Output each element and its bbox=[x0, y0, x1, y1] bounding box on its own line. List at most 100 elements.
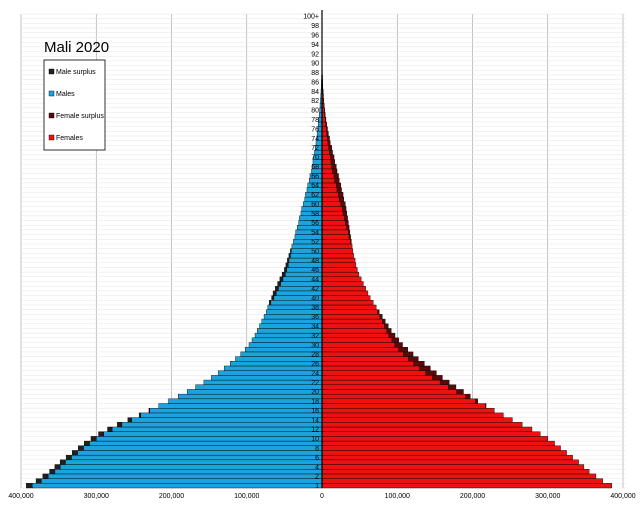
female-bar bbox=[321, 224, 348, 231]
female-surplus-bar bbox=[448, 384, 457, 390]
age-label: 34 bbox=[311, 323, 319, 330]
male-bar bbox=[111, 426, 323, 432]
age-label: 8 bbox=[315, 446, 319, 453]
female-bar bbox=[321, 201, 342, 207]
male-bar bbox=[83, 445, 323, 451]
female-surplus-bar bbox=[345, 220, 349, 226]
female-bar bbox=[321, 295, 371, 301]
female-surplus-bar bbox=[465, 393, 471, 400]
female-surplus-bar bbox=[377, 309, 380, 315]
female-bar bbox=[321, 234, 350, 240]
x-tick-label: 0 bbox=[320, 493, 324, 500]
female-surplus-bar bbox=[329, 149, 333, 155]
age-label: 78 bbox=[311, 117, 319, 124]
female-surplus-bar bbox=[425, 370, 437, 376]
legend-label: Females bbox=[56, 135, 83, 142]
age-label: 54 bbox=[311, 230, 319, 237]
male-bar bbox=[195, 384, 323, 390]
male-bar bbox=[96, 436, 323, 442]
female-surplus-bar bbox=[403, 351, 414, 357]
male-surplus-bar bbox=[127, 417, 132, 423]
male-surplus-bar bbox=[77, 445, 84, 451]
female-bar bbox=[321, 379, 441, 385]
age-label: 64 bbox=[311, 183, 319, 190]
female-bar bbox=[321, 361, 415, 367]
male-bar bbox=[54, 469, 323, 475]
female-bar bbox=[321, 370, 427, 376]
age-label: 14 bbox=[311, 417, 319, 424]
male-surplus-bar bbox=[281, 271, 286, 278]
male-surplus-bar bbox=[148, 408, 150, 414]
female-surplus-bar bbox=[439, 379, 450, 385]
female-surplus-bar bbox=[326, 126, 328, 132]
male-bar bbox=[178, 393, 323, 400]
male-bar bbox=[158, 403, 323, 409]
male-surplus-bar bbox=[138, 412, 141, 418]
female-surplus-bar bbox=[348, 234, 351, 240]
age-label: 30 bbox=[311, 342, 319, 349]
male-surplus-bar bbox=[90, 436, 97, 442]
female-bar bbox=[321, 159, 332, 165]
male-surplus-bar bbox=[290, 248, 292, 254]
male-bar bbox=[211, 375, 323, 381]
female-bar bbox=[321, 422, 523, 428]
age-label: 24 bbox=[311, 370, 319, 377]
female-bar bbox=[321, 173, 335, 179]
age-label: 60 bbox=[311, 201, 319, 208]
female-bar bbox=[321, 478, 603, 484]
male-bar bbox=[149, 408, 323, 414]
age-label: 62 bbox=[311, 192, 319, 199]
female-bar bbox=[321, 403, 486, 409]
male-bars bbox=[26, 13, 323, 489]
female-surplus-bar bbox=[419, 365, 431, 371]
age-label: 42 bbox=[311, 286, 319, 293]
female-bar bbox=[321, 145, 329, 151]
x-tick-label: 400,000 bbox=[8, 493, 33, 500]
female-surplus-bar bbox=[327, 140, 331, 146]
female-surplus-bar bbox=[332, 168, 338, 174]
age-label: 32 bbox=[311, 333, 319, 340]
male-bar bbox=[131, 417, 323, 423]
female-bar bbox=[321, 281, 364, 287]
female-bar bbox=[321, 328, 387, 334]
male-bar bbox=[71, 454, 323, 461]
female-bar bbox=[321, 304, 377, 310]
age-label: 1 bbox=[315, 483, 319, 490]
female-bar bbox=[321, 473, 597, 479]
female-surplus-bar bbox=[342, 210, 348, 217]
female-bar bbox=[321, 440, 555, 446]
female-bar bbox=[321, 384, 449, 390]
male-surplus-bar bbox=[84, 440, 90, 446]
legend-swatch bbox=[48, 112, 55, 119]
x-tick-label: 100,000 bbox=[234, 493, 259, 500]
female-bar bbox=[321, 178, 335, 184]
age-label: 76 bbox=[311, 126, 319, 133]
female-bar bbox=[321, 398, 476, 404]
female-surplus-bar bbox=[344, 215, 348, 221]
age-labels: 1246810121416182022242628303234363840424… bbox=[303, 14, 319, 490]
female-bar bbox=[321, 417, 513, 423]
male-bar bbox=[187, 389, 323, 395]
age-label: 6 bbox=[315, 455, 319, 462]
female-bar bbox=[321, 140, 329, 146]
male-bar bbox=[140, 412, 323, 418]
male-surplus-bar bbox=[287, 257, 290, 263]
female-bar bbox=[321, 187, 338, 193]
legend-label: Male surplus bbox=[56, 69, 96, 76]
age-label: 68 bbox=[311, 164, 319, 171]
age-label: 74 bbox=[311, 136, 319, 143]
female-surplus-bar bbox=[348, 229, 351, 235]
female-surplus-bar bbox=[325, 117, 327, 123]
male-surplus-bar bbox=[288, 253, 291, 259]
male-surplus-bar bbox=[65, 454, 72, 461]
female-bar bbox=[321, 347, 399, 353]
age-label: 70 bbox=[311, 155, 319, 162]
male-bar bbox=[121, 422, 323, 428]
female-bar bbox=[321, 445, 561, 451]
female-bar bbox=[321, 450, 567, 456]
female-surplus-bar bbox=[432, 375, 443, 381]
female-bar bbox=[321, 257, 356, 263]
x-tick-label: 400,000 bbox=[610, 493, 635, 500]
male-bar bbox=[65, 459, 323, 465]
age-label: 40 bbox=[311, 295, 319, 302]
